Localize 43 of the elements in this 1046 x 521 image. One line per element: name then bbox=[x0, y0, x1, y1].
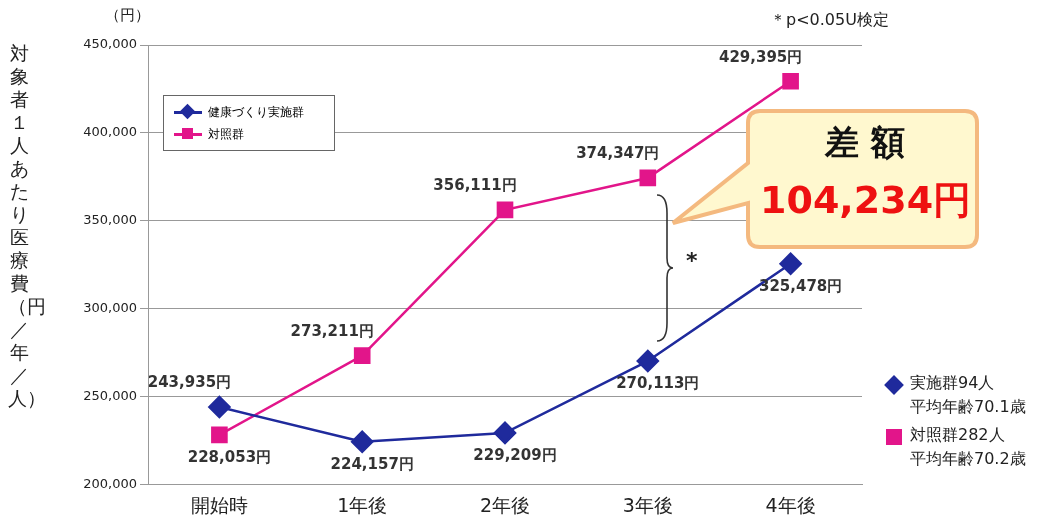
data-label: 325,478円 bbox=[758, 277, 843, 296]
y-tick-label: 350,000 bbox=[83, 212, 137, 228]
point bbox=[496, 201, 514, 219]
data-label: 374,347円 bbox=[576, 144, 660, 163]
legend-label: 対照群 bbox=[208, 125, 244, 143]
text: 対象者１人あたり医療費（円／年／人） bbox=[8, 42, 46, 409]
point bbox=[353, 347, 371, 364]
y-tick-label: 300,000 bbox=[83, 299, 137, 315]
x-tick-label: 3年後 bbox=[622, 493, 673, 516]
text: （円） bbox=[105, 6, 150, 25]
point bbox=[208, 395, 231, 419]
y-tick-label: 450,000 bbox=[83, 36, 137, 52]
data-label: 224,157円 bbox=[330, 455, 414, 474]
point bbox=[493, 421, 517, 445]
point bbox=[639, 169, 657, 187]
text: 平均年齢70.1歳 bbox=[910, 397, 1026, 418]
annotation: 差 額 bbox=[823, 121, 906, 164]
text: 対照群282人 bbox=[910, 425, 1005, 446]
x-tick-label: 4年後 bbox=[765, 493, 816, 516]
data-label: 356,111円 bbox=[433, 176, 517, 195]
point bbox=[211, 426, 228, 444]
annotation: 104,234円 bbox=[760, 177, 972, 224]
point bbox=[350, 430, 374, 454]
legend-label: 健康づくり実施群 bbox=[208, 103, 304, 121]
data-label: 228,053円 bbox=[187, 448, 272, 467]
point bbox=[779, 252, 802, 276]
x-tick-label: 開始時 bbox=[190, 493, 248, 516]
data-label: 273,211円 bbox=[290, 321, 374, 340]
annotation: * bbox=[686, 248, 698, 273]
x-tick-label: 2年後 bbox=[479, 493, 531, 516]
text: 実施群94人 bbox=[910, 373, 995, 394]
point bbox=[636, 349, 660, 373]
y-tick-label: 250,000 bbox=[83, 387, 137, 403]
data-label: 243,935円 bbox=[147, 373, 232, 392]
data-label: 229,209円 bbox=[473, 446, 557, 465]
data-label: 270,113円 bbox=[616, 374, 700, 393]
y-tick-label: 400,000 bbox=[83, 124, 137, 140]
data-label: 429,395円 bbox=[718, 47, 803, 66]
x-tick-label: 1年後 bbox=[337, 493, 388, 516]
text: ＊p<0.05U検定 bbox=[770, 10, 889, 31]
text: 平均年齢70.2歳 bbox=[910, 449, 1026, 470]
point bbox=[782, 72, 799, 90]
y-tick-label: 200,000 bbox=[83, 475, 137, 491]
